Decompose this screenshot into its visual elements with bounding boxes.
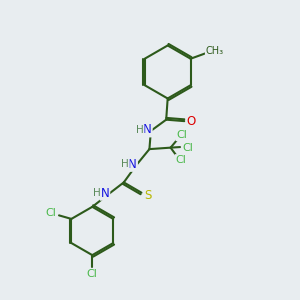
Text: Cl: Cl xyxy=(176,155,186,165)
Text: Cl: Cl xyxy=(87,269,98,279)
Text: CH₃: CH₃ xyxy=(206,46,224,56)
Text: S: S xyxy=(144,188,152,202)
Text: N: N xyxy=(143,124,152,136)
Text: Cl: Cl xyxy=(45,208,56,218)
Text: O: O xyxy=(186,115,196,128)
Text: H: H xyxy=(93,188,101,198)
Text: H: H xyxy=(121,159,129,170)
Text: Cl: Cl xyxy=(183,142,194,153)
Text: N: N xyxy=(128,158,137,171)
Text: N: N xyxy=(100,187,109,200)
Text: H: H xyxy=(136,125,144,135)
Text: Cl: Cl xyxy=(176,130,187,140)
